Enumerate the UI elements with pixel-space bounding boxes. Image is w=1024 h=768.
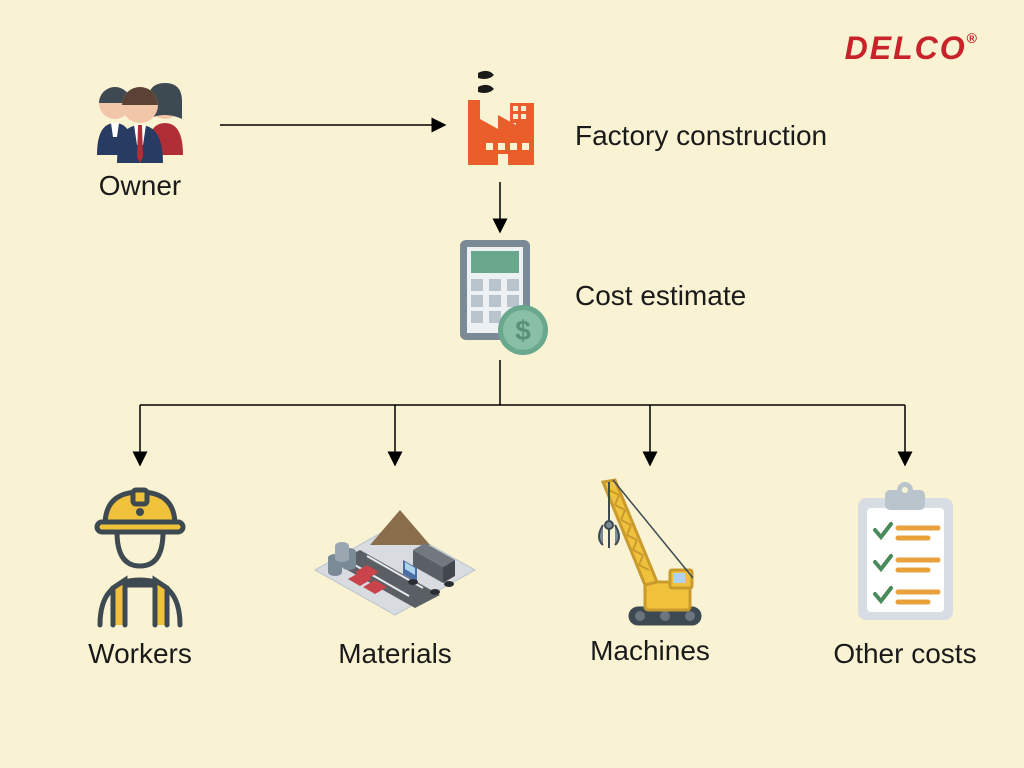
flow-arrows xyxy=(0,0,1024,768)
